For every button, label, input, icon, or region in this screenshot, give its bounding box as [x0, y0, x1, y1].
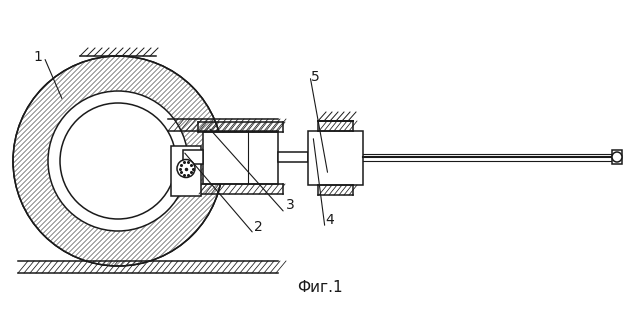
- Bar: [278, 152, 308, 162]
- Bar: [612, 150, 622, 164]
- Text: 1: 1: [33, 50, 42, 64]
- Circle shape: [612, 152, 622, 162]
- Circle shape: [48, 91, 188, 231]
- Text: 3: 3: [285, 198, 294, 212]
- Text: 5: 5: [310, 70, 319, 84]
- Circle shape: [60, 103, 176, 219]
- Bar: [308, 131, 363, 185]
- Text: Фиг.1: Фиг.1: [297, 280, 343, 294]
- Bar: [183, 150, 203, 164]
- Text: 2: 2: [253, 220, 262, 234]
- Text: 4: 4: [326, 213, 334, 227]
- Bar: [171, 146, 201, 196]
- Circle shape: [13, 56, 223, 266]
- Bar: [203, 132, 278, 184]
- Circle shape: [177, 159, 195, 177]
